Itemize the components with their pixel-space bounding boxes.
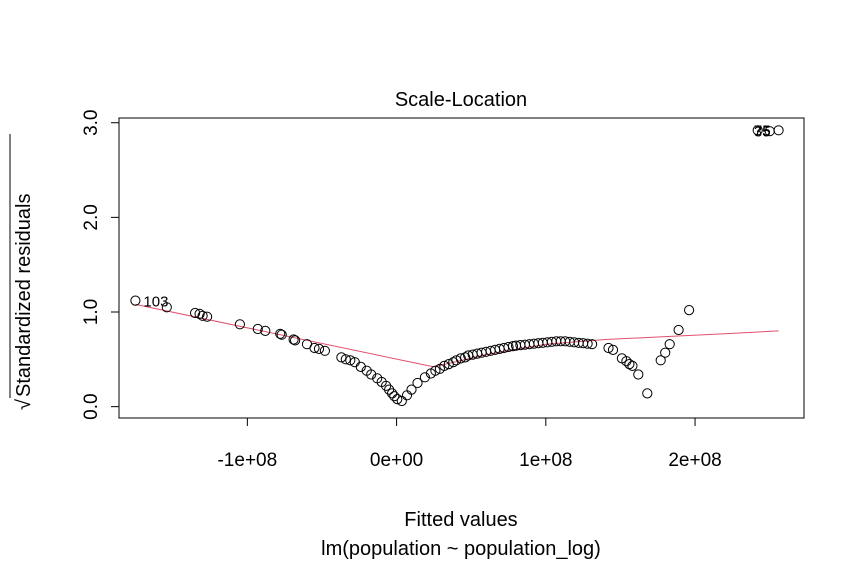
point-label: 35 [754, 123, 771, 140]
y-tick-label-group: 2.0 [81, 204, 102, 230]
y-axis-label-text: Standardized residuals [13, 194, 35, 397]
data-point [684, 305, 695, 316]
data-point [345, 355, 356, 366]
y-axis-label: √ Standardized residuals [9, 134, 35, 410]
chart-subtitle: lm(population ~ population_log) [321, 538, 601, 560]
data-point [603, 342, 614, 354]
smoother-layer [135, 303, 779, 368]
data-point [607, 344, 619, 355]
point-label: 75 [754, 122, 771, 139]
data-point [290, 335, 301, 346]
x-axis: -1e+08 0e+00 1e+08 2e+08 [217, 417, 722, 471]
data-point [396, 395, 407, 407]
data-point [194, 308, 205, 319]
data-point [340, 354, 351, 365]
data-point [655, 355, 666, 366]
data-point [276, 329, 287, 340]
data-point [355, 361, 366, 372]
y-tick-label: 2.0 [81, 204, 102, 230]
data-point [260, 325, 271, 336]
data-point [288, 334, 299, 345]
data-point [401, 390, 413, 401]
chart-title: Scale-Location [395, 89, 527, 111]
x-tick-label: 2e+08 [668, 450, 721, 471]
data-point [460, 352, 471, 363]
x-tick-label: -1e+08 [217, 450, 277, 471]
data-point [319, 345, 330, 356]
data-point [642, 388, 653, 399]
x-tick-label: 1e+08 [519, 450, 572, 471]
data-point [430, 365, 441, 376]
x-axis-label: Fitted values [404, 509, 517, 531]
data-point [275, 328, 286, 339]
data-point [406, 384, 417, 395]
data-point [439, 360, 450, 371]
data-point [313, 343, 325, 354]
y-tick-label: 1.0 [81, 299, 102, 325]
data-point [387, 388, 398, 399]
data-point [664, 339, 675, 350]
x-tick-label: 0e+00 [370, 450, 423, 471]
data-point [773, 125, 784, 136]
smoother-line [135, 303, 779, 368]
plot-frame [118, 117, 805, 419]
y-tick-label-group: 0.0 [81, 393, 102, 419]
data-point [130, 295, 141, 306]
data-point [161, 302, 172, 313]
points-layer [130, 125, 784, 407]
data-point [633, 369, 644, 380]
data-point [309, 342, 320, 354]
data-point [660, 347, 671, 358]
y-axis: 0.0 1.0 2.0 3.0 [81, 110, 120, 420]
y-tick-label: 0.0 [81, 393, 102, 419]
y-tick-label: 3.0 [81, 110, 102, 136]
data-point [234, 319, 245, 330]
data-point [503, 341, 514, 353]
data-point [419, 372, 430, 383]
data-point [392, 394, 403, 405]
data-point [384, 384, 395, 395]
data-point [455, 353, 466, 364]
data-point [624, 359, 635, 370]
data-point [336, 352, 347, 363]
data-point [673, 324, 684, 336]
data-point [451, 355, 462, 366]
point-label: 103 [143, 294, 168, 311]
data-point [190, 307, 201, 319]
data-point [412, 377, 423, 389]
y-tick-label-group: 3.0 [81, 110, 102, 136]
data-point [389, 391, 400, 402]
data-point [752, 125, 763, 136]
y-tick-label-group: 1.0 [81, 299, 102, 325]
data-point [197, 310, 208, 321]
data-point [366, 369, 377, 380]
data-point [627, 360, 638, 371]
data-point [582, 338, 593, 349]
data-point [202, 311, 213, 322]
data-point [252, 323, 263, 335]
data-point [587, 339, 598, 350]
y-axis-label-radical: √ [13, 399, 35, 410]
data-point [381, 380, 392, 391]
